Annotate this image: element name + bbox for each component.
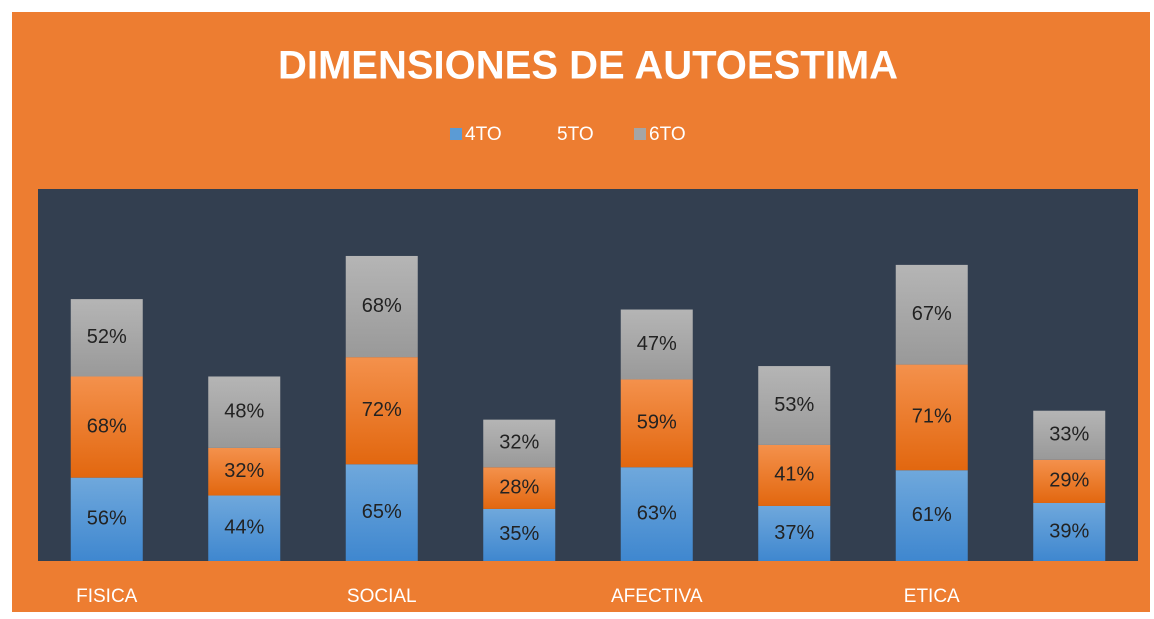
data-label: 48% (224, 400, 264, 422)
bar-segment (758, 366, 831, 445)
data-label: 63% (637, 502, 677, 524)
bar-segment (895, 364, 968, 471)
x-tick-label: AFECTIVA (611, 586, 703, 607)
bar-segment (483, 508, 556, 561)
data-label: 53% (774, 394, 814, 416)
bar-segment (345, 255, 418, 358)
data-label: 35% (499, 523, 539, 545)
legend-label: 4TO (465, 124, 502, 145)
data-label: 61% (912, 504, 952, 526)
data-label: 41% (774, 464, 814, 486)
bar-segment (895, 470, 968, 561)
data-label: 44% (224, 517, 264, 539)
bar-segment (620, 309, 693, 380)
bar-segment (345, 357, 418, 465)
data-label: 39% (1049, 520, 1089, 542)
data-label: 68% (362, 295, 402, 317)
data-label: 67% (912, 303, 952, 325)
bar-segment (345, 464, 418, 561)
bar-segment (1033, 410, 1106, 460)
bar-segment (70, 376, 143, 478)
data-label: 52% (87, 326, 127, 348)
data-label: 29% (1049, 470, 1089, 492)
bar-segment (1033, 502, 1106, 561)
data-label: 65% (362, 501, 402, 523)
bar-segment (620, 379, 693, 468)
bar-segment (758, 444, 831, 506)
bar-segment (208, 447, 281, 496)
legend-swatch (542, 128, 554, 140)
data-label: 32% (224, 460, 264, 482)
bar-segment (1033, 459, 1106, 503)
data-label: 68% (87, 415, 127, 437)
x-tick-label: SOCIAL (347, 586, 417, 607)
data-label: 59% (637, 412, 677, 434)
x-tick-label: ETICA (904, 586, 960, 607)
legend-swatch (450, 128, 462, 140)
bar-segment (70, 299, 143, 377)
data-label: 37% (774, 522, 814, 544)
bar-segment (70, 477, 143, 561)
data-label: 33% (1049, 424, 1089, 446)
x-tick-label: FISICA (76, 586, 138, 607)
data-label: 71% (912, 406, 952, 428)
bar-segment (895, 264, 968, 365)
bar-segment (620, 467, 693, 561)
data-label: 32% (499, 432, 539, 454)
legend-label: 5TO (557, 124, 594, 145)
bar-segment (483, 467, 556, 509)
data-label: 72% (362, 399, 402, 421)
bar-segment (758, 505, 831, 561)
legend-swatch (634, 128, 646, 140)
data-label: 47% (637, 333, 677, 355)
plot-area (38, 189, 1138, 561)
bar-segment (483, 419, 556, 468)
legend-label: 6TO (649, 124, 686, 145)
data-label: 56% (87, 508, 127, 530)
data-label: 28% (499, 476, 539, 498)
bar-segment (208, 495, 281, 561)
chart-title: DIMENSIONES DE AUTOESTIMA (278, 44, 898, 88)
bar-segment (208, 376, 281, 448)
